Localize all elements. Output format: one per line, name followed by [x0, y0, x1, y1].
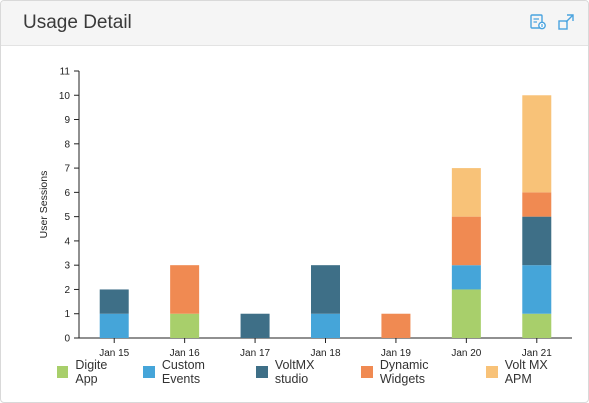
x-tick-label: Jan 20 — [451, 348, 481, 359]
y-tick-label: 9 — [64, 115, 70, 126]
y-tick-label: 1 — [64, 309, 70, 320]
y-tick-label: 8 — [64, 139, 70, 150]
bar-segment — [99, 313, 129, 338]
x-tick-label: Jan 16 — [170, 348, 200, 359]
y-tick-label: 11 — [60, 67, 71, 78]
bar-segment — [522, 313, 552, 338]
legend-label: Volt MX APM — [504, 358, 548, 386]
y-tick-label: 6 — [64, 188, 70, 199]
y-tick-label: 4 — [64, 236, 70, 247]
legend-swatch — [256, 366, 268, 378]
y-tick-label: 5 — [64, 212, 70, 223]
bar-segment — [170, 265, 200, 314]
legend-swatch — [57, 366, 69, 378]
card-title: Usage Detail — [23, 12, 132, 33]
bar-segment — [451, 289, 481, 338]
expand-icon[interactable] — [557, 13, 575, 31]
bar-segment — [451, 265, 481, 290]
x-tick-label: Jan 21 — [522, 348, 552, 359]
legend-label: Dynamic Widgets — [379, 358, 429, 386]
y-tick-label: 2 — [64, 285, 70, 296]
bar-segment — [522, 265, 552, 314]
bar-segment — [451, 168, 481, 217]
stacked-bar-chart: 0 1 2 3 4 5 6 7 8 9 10 11 User Sessions Jan 15 Jan 16 J… — [38, 67, 572, 359]
y-tick-label: 7 — [64, 164, 70, 175]
card-header: Usage Detail — [1, 1, 588, 46]
legend-swatch — [361, 366, 373, 378]
legend-item[interactable]: Volt MX APM — [486, 358, 574, 386]
legend-label: VoltMX studio — [274, 358, 315, 386]
x-tick-label: Jan 17 — [240, 348, 270, 359]
legend-item[interactable]: Custom Events — [143, 358, 242, 386]
bar-segment — [311, 313, 340, 338]
x-tick-label: Jan 18 — [310, 348, 340, 359]
legend-item[interactable]: Dynamic Widgets — [361, 358, 472, 386]
bar-segment — [522, 216, 552, 266]
legend-swatch — [143, 366, 155, 378]
x-tick-label: Jan 19 — [381, 348, 411, 359]
chart-legend: Digite App Custom Events VoltMX studio Dyna… — [57, 358, 588, 386]
legend-label: Custom Events — [161, 358, 205, 386]
x-tick-label: Jan 15 — [99, 348, 129, 359]
y-tick-label: 3 — [64, 261, 70, 272]
bar-segment — [170, 313, 200, 338]
bar-segment — [240, 313, 270, 338]
y-axis-label: User Sessions — [38, 171, 50, 239]
bar-segment — [381, 313, 411, 338]
bar-segment — [522, 95, 552, 193]
chart-area: 0 1 2 3 4 5 6 7 8 9 10 11 User Sessions Jan 15 Jan 16 J… — [1, 46, 588, 402]
bar-segment — [522, 192, 552, 217]
y-tick-label: 0 — [64, 334, 70, 345]
y-tick-label: 10 — [59, 91, 71, 102]
bar-segment — [99, 289, 129, 314]
legend-label: Digite App — [75, 358, 108, 386]
legend-item[interactable]: VoltMX studio — [256, 358, 347, 386]
legend-item[interactable]: Digite App — [57, 358, 129, 386]
legend-swatch — [486, 366, 498, 378]
export-report-icon[interactable] — [529, 13, 547, 31]
bar-segment — [451, 216, 481, 266]
bar-segment — [311, 265, 340, 314]
